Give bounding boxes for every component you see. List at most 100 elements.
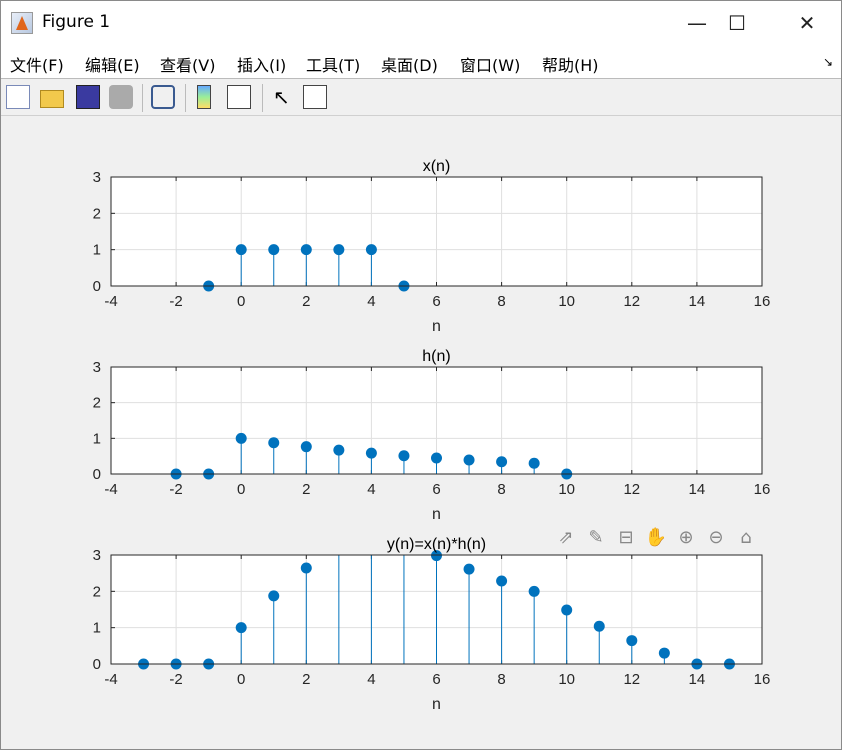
x-tick-label: 0	[237, 671, 245, 688]
x-tick-label: 16	[754, 481, 771, 498]
x-tick-label: 6	[432, 293, 440, 310]
stem-marker	[235, 244, 247, 256]
x-axis-label: n	[432, 696, 441, 713]
data-tips-icon[interactable]: ⊟	[618, 527, 634, 548]
open-file-icon[interactable]	[40, 90, 64, 108]
x-tick-label: 4	[367, 293, 375, 310]
stem-marker	[528, 457, 540, 469]
close-button[interactable]: ✕	[798, 11, 816, 35]
axes-title: x(n)	[423, 158, 451, 175]
y-tick-label: 3	[93, 169, 101, 186]
separator	[262, 84, 263, 112]
x-tick-label: 14	[689, 671, 706, 688]
window-title: Figure 1	[42, 12, 111, 32]
x-tick-label: -2	[169, 481, 182, 498]
stem-marker	[626, 635, 638, 647]
x-tick-label: 4	[367, 481, 375, 498]
x-tick-label: 2	[302, 671, 310, 688]
x-tick-label: 14	[689, 293, 706, 310]
save-icon[interactable]	[76, 85, 100, 109]
axes-box	[110, 554, 763, 665]
export-icon[interactable]: ⇗	[558, 527, 574, 548]
stem-marker	[398, 450, 410, 462]
axes-toolbar: ⇗ ✎ ⊟ ✋ ⊕ ⊖ ⌂	[552, 525, 764, 553]
menu-file[interactable]: 文件(F)	[10, 56, 64, 75]
x-tick-label: -4	[104, 293, 117, 310]
print-icon[interactable]	[109, 85, 133, 109]
stem-marker	[268, 590, 280, 602]
legend-icon[interactable]	[227, 85, 251, 109]
separator	[142, 84, 143, 112]
link-icon[interactable]	[151, 85, 175, 109]
brush-icon[interactable]: ✎	[588, 527, 604, 548]
stem-marker	[561, 604, 573, 616]
stem-marker	[300, 441, 312, 453]
x-tick-label: 12	[623, 481, 640, 498]
figure-toolbar: ↖	[1, 80, 841, 116]
menu-window[interactable]: 窗口(W)	[460, 56, 521, 75]
stem-marker	[431, 452, 442, 464]
x-tick-label: 10	[558, 481, 575, 498]
x-tick-label: 10	[558, 671, 575, 688]
stem-marker	[431, 550, 442, 562]
x-tick-label: 2	[302, 293, 310, 310]
stem-marker	[268, 437, 280, 449]
y-tick-label: 1	[93, 620, 101, 637]
menu-view[interactable]: 查看(V)	[160, 56, 216, 75]
y-tick-label: 0	[93, 466, 101, 483]
title-bar: Figure 1 — ☐ ✕	[1, 1, 841, 45]
y-tick-label: 1	[93, 430, 101, 447]
menu-desktop[interactable]: 桌面(D)	[381, 56, 438, 75]
stem-marker	[463, 563, 475, 575]
y-tick-label: 2	[93, 395, 101, 412]
stem-marker	[333, 244, 345, 256]
stem-marker	[300, 244, 312, 256]
property-inspector-icon[interactable]	[303, 85, 327, 109]
maximize-button[interactable]: ☐	[728, 11, 746, 35]
zoom-out-icon[interactable]: ⊖	[708, 527, 724, 548]
y-tick-label: 0	[93, 278, 101, 295]
pan-hand-icon[interactable]: ✋	[644, 527, 668, 548]
stem-marker	[235, 622, 247, 634]
y-tick-label: 1	[93, 242, 101, 259]
stem-marker	[496, 456, 508, 468]
x-tick-label: 14	[689, 481, 706, 498]
x-tick-label: 4	[367, 671, 375, 688]
menu-help[interactable]: 帮助(H)	[542, 56, 599, 75]
x-tick-label: -4	[104, 481, 117, 498]
stem-marker	[593, 620, 605, 632]
stem-marker	[528, 585, 540, 597]
axes-box	[110, 366, 763, 475]
menu-tools[interactable]: 工具(T)	[306, 56, 361, 75]
edit-pointer-icon[interactable]: ↖	[273, 85, 290, 109]
stem-marker	[268, 244, 280, 256]
x-tick-label: 0	[237, 293, 245, 310]
x-tick-label: 6	[432, 481, 440, 498]
colorbar-icon[interactable]	[197, 85, 211, 109]
x-tick-label: 16	[754, 671, 771, 688]
home-icon[interactable]: ⌂	[740, 527, 752, 548]
x-axis-label: n	[432, 318, 441, 335]
x-tick-label: -2	[169, 293, 182, 310]
axes-title: h(n)	[422, 348, 450, 365]
menu-insert[interactable]: 插入(I)	[237, 56, 287, 75]
x-tick-label: -4	[104, 671, 117, 688]
stem-marker	[658, 647, 670, 659]
zoom-in-icon[interactable]: ⊕	[678, 527, 694, 548]
x-tick-label: 8	[497, 671, 505, 688]
x-tick-label: 16	[754, 293, 771, 310]
minimize-button[interactable]: —	[687, 11, 707, 35]
dock-icon[interactable]: ↘	[822, 55, 833, 69]
stem-marker	[496, 575, 508, 587]
new-figure-icon[interactable]	[6, 85, 30, 109]
y-tick-label: 0	[93, 656, 101, 673]
x-tick-label: 8	[497, 481, 505, 498]
x-tick-label: -2	[169, 671, 182, 688]
separator	[185, 84, 186, 112]
menu-edit[interactable]: 编辑(E)	[85, 56, 140, 75]
menu-bar: 文件(F) 编辑(E) 查看(V) 插入(I) 工具(T) 桌面(D) 窗口(W…	[1, 45, 841, 79]
stem-marker	[365, 447, 377, 459]
